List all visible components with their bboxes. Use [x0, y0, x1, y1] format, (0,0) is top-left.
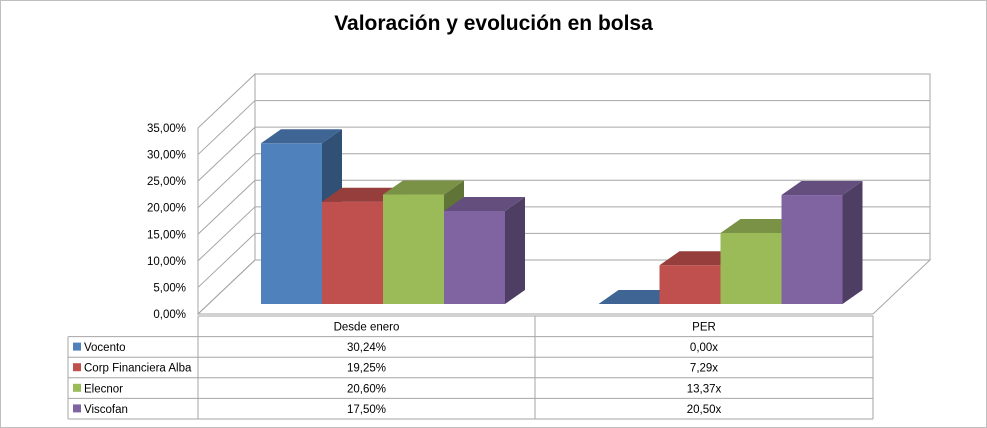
table-header-label: PER: [692, 322, 716, 334]
bar-top: [383, 180, 464, 195]
gridline: [197, 73, 930, 129]
table-cell-value: 0,00x: [690, 342, 718, 354]
legend-entry: Viscofan: [84, 404, 128, 416]
chart-gridlines: [197, 73, 930, 288]
table-cell-value: 19,25%: [347, 363, 386, 375]
legend-entry: Vocento: [84, 342, 126, 354]
bar-top: [322, 187, 403, 202]
legend-entry: Corp Financiera Alba: [84, 363, 192, 375]
y-tick-label: 10,00%: [147, 256, 186, 268]
y-tick-label: 30,00%: [147, 150, 186, 162]
table-cell-value: 20,50x: [687, 404, 722, 416]
bar-top: [659, 251, 741, 266]
y-axis: 0,00% 5,00% 10,00% 15,00% 20,00% 25,00% 30,00%…: [147, 123, 186, 321]
y-tick-label: 0,00%: [153, 309, 186, 321]
legend-key: [73, 383, 81, 392]
y-tick-label: 5,00%: [153, 282, 186, 294]
legend-key: [73, 363, 81, 372]
gridline: [197, 126, 930, 182]
bar-front: [444, 211, 505, 304]
gridline: [197, 206, 930, 262]
gridline: [197, 153, 930, 209]
gridline: [197, 232, 930, 288]
bar-side: [842, 181, 863, 304]
bar: [598, 290, 680, 304]
bar-front: [261, 143, 322, 304]
table-cell-value: 30,24%: [347, 342, 386, 354]
gridline: [197, 100, 930, 155]
side-wall: [197, 128, 256, 316]
legend-entry: Elecnor: [84, 383, 123, 395]
bar-side: [505, 197, 525, 304]
bar-top: [444, 197, 525, 211]
bar: [781, 181, 863, 304]
data-table: Desde enero PER Vocento 30,24% 0,00x Corp Fin…: [67, 315, 874, 420]
chart-bars: [261, 129, 863, 304]
table-header-label: Desde enero: [334, 322, 400, 334]
table-cell-value: 17,50%: [347, 404, 386, 416]
table-cell-value: 13,37x: [687, 383, 722, 395]
y-tick-label: 20,00%: [147, 203, 186, 215]
chart-title: Valoración y evolución en bolsa: [334, 12, 653, 35]
bar: [444, 197, 525, 304]
bar-front: [659, 265, 721, 304]
y-tick-label: 35,00%: [147, 123, 186, 135]
legend-key: [73, 342, 81, 351]
gridline: [197, 179, 930, 235]
bar-top: [261, 129, 342, 144]
bar-top: [781, 181, 863, 196]
y-tick-label: 25,00%: [147, 176, 186, 188]
bar-front: [781, 195, 843, 304]
bar-front: [383, 194, 444, 304]
table-cell-value: 7,29x: [690, 363, 718, 375]
y-tick-label: 15,00%: [147, 229, 186, 241]
bar-top: [720, 218, 802, 233]
legend-key: [73, 404, 81, 413]
bar-front: [720, 232, 782, 304]
bar-top: [598, 290, 680, 304]
bar-front: [322, 201, 383, 304]
table-cell-value: 20,60%: [347, 383, 386, 395]
bar: [720, 218, 802, 304]
floor: [196, 259, 932, 315]
